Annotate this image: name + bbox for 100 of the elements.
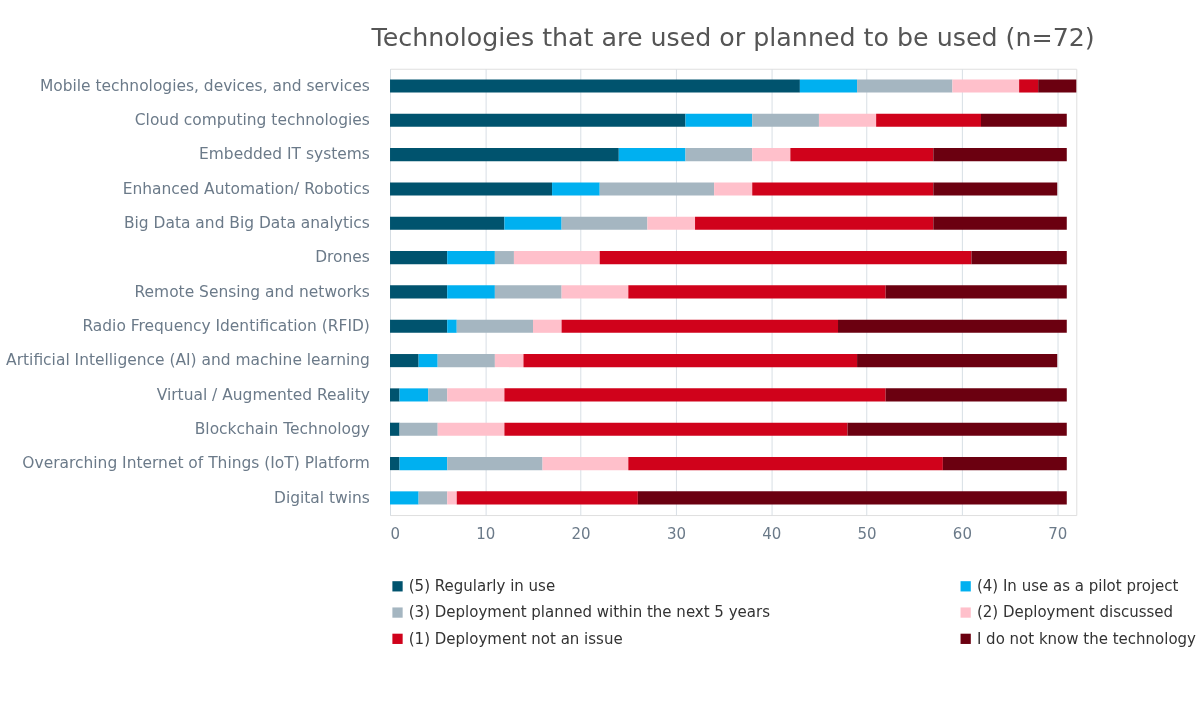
y-tick-label: Overarching Internet of Things (IoT) Platform bbox=[22, 454, 370, 473]
x-tick-label: 10 bbox=[476, 524, 496, 543]
y-tick-label: Remote Sensing and networks bbox=[134, 282, 370, 301]
bar bbox=[494, 354, 524, 368]
bar bbox=[637, 491, 1067, 505]
bar bbox=[599, 182, 715, 196]
bar bbox=[561, 319, 839, 333]
bar bbox=[390, 79, 800, 93]
bar bbox=[390, 148, 619, 162]
bar bbox=[857, 354, 1058, 368]
bar bbox=[695, 216, 934, 230]
bar bbox=[838, 319, 1067, 333]
bar bbox=[933, 216, 1067, 230]
bar bbox=[628, 285, 886, 299]
bar bbox=[390, 457, 400, 471]
bar bbox=[542, 457, 629, 471]
bar bbox=[390, 182, 553, 196]
bar bbox=[847, 422, 1067, 436]
bar bbox=[390, 285, 448, 299]
chart-title: Technologies that are used or planned to be used (n=72) bbox=[370, 23, 1095, 53]
bar bbox=[494, 251, 514, 265]
y-tick-label: Digital twins bbox=[273, 488, 370, 507]
bar bbox=[714, 182, 753, 196]
legend-label: (2) Deployment discussed bbox=[976, 603, 1174, 622]
legend-label: (3) Deployment planned within the next 5 years bbox=[408, 603, 771, 622]
bar bbox=[876, 113, 981, 127]
bar bbox=[390, 388, 400, 402]
bar bbox=[399, 388, 429, 402]
bar bbox=[447, 285, 495, 299]
bar bbox=[437, 422, 505, 436]
bar bbox=[1038, 79, 1077, 93]
bar bbox=[857, 79, 953, 93]
y-tick-label: Virtual / Augmented Reality bbox=[156, 385, 370, 404]
bar bbox=[390, 216, 505, 230]
bar bbox=[552, 182, 600, 196]
x-tick-label: 50 bbox=[857, 524, 877, 543]
bar bbox=[752, 113, 819, 127]
bar bbox=[790, 148, 934, 162]
bar bbox=[647, 216, 696, 230]
y-tick-label: Big Data and Big Data analytics bbox=[123, 213, 370, 232]
bar bbox=[390, 491, 419, 505]
bar bbox=[561, 285, 629, 299]
legend-label: (1) Deployment not an issue bbox=[408, 629, 623, 648]
legend-label: (5) Regularly in use bbox=[408, 577, 556, 596]
bar bbox=[456, 319, 533, 333]
bar bbox=[885, 388, 1067, 402]
x-tick-label: 30 bbox=[666, 524, 686, 543]
x-tick-label: 70 bbox=[1048, 524, 1068, 543]
bar bbox=[399, 422, 438, 436]
y-tick-label: Artificial Intelligence (AI) and machine learning bbox=[6, 351, 370, 370]
bar bbox=[685, 113, 753, 127]
bar bbox=[533, 319, 562, 333]
y-tick-label: Mobile technologies, devices, and services bbox=[39, 76, 370, 95]
y-tick-label: Cloud computing technologies bbox=[134, 110, 370, 129]
x-tick-label: 20 bbox=[571, 524, 591, 543]
bar bbox=[418, 354, 438, 368]
bar bbox=[933, 148, 1067, 162]
y-tick-label: Embedded IT systems bbox=[199, 145, 370, 164]
bar bbox=[418, 491, 448, 505]
legend-label: I do not know the technology bbox=[976, 629, 1197, 648]
y-tick-label: Radio Frequency Identification (RFID) bbox=[82, 316, 370, 335]
x-tick-label: 0 bbox=[390, 524, 401, 543]
bar bbox=[456, 491, 638, 505]
bar bbox=[752, 148, 791, 162]
bar bbox=[437, 354, 495, 368]
bar bbox=[504, 216, 562, 230]
bar bbox=[952, 79, 1020, 93]
bar bbox=[752, 182, 934, 196]
bar bbox=[390, 354, 419, 368]
bar bbox=[390, 251, 448, 265]
bar bbox=[561, 216, 648, 230]
bar bbox=[504, 422, 848, 436]
bar bbox=[390, 319, 448, 333]
bar bbox=[447, 457, 543, 471]
bar bbox=[799, 79, 858, 93]
bar bbox=[504, 388, 886, 402]
bar bbox=[818, 113, 877, 127]
bar bbox=[494, 285, 562, 299]
bar bbox=[971, 251, 1067, 265]
x-tick-label: 60 bbox=[952, 524, 972, 543]
bar bbox=[513, 251, 600, 265]
bar bbox=[933, 182, 1058, 196]
x-tick-label: 40 bbox=[762, 524, 782, 543]
bar bbox=[523, 354, 858, 368]
bar bbox=[885, 285, 1067, 299]
bar bbox=[942, 457, 1067, 471]
bar bbox=[980, 113, 1067, 127]
legend-label: (4) In use as a pilot project bbox=[976, 577, 1179, 596]
bar bbox=[447, 388, 505, 402]
bar bbox=[628, 457, 943, 471]
bar bbox=[390, 113, 686, 127]
y-tick-label: Enhanced Automation/ Robotics bbox=[122, 179, 370, 198]
y-tick-label: Blockchain Technology bbox=[194, 419, 370, 438]
bar bbox=[685, 148, 753, 162]
bar bbox=[447, 319, 457, 333]
bar bbox=[599, 251, 972, 265]
bar bbox=[390, 422, 400, 436]
y-tick-label: Drones bbox=[315, 248, 370, 267]
bar bbox=[428, 388, 448, 402]
bar bbox=[447, 251, 495, 265]
